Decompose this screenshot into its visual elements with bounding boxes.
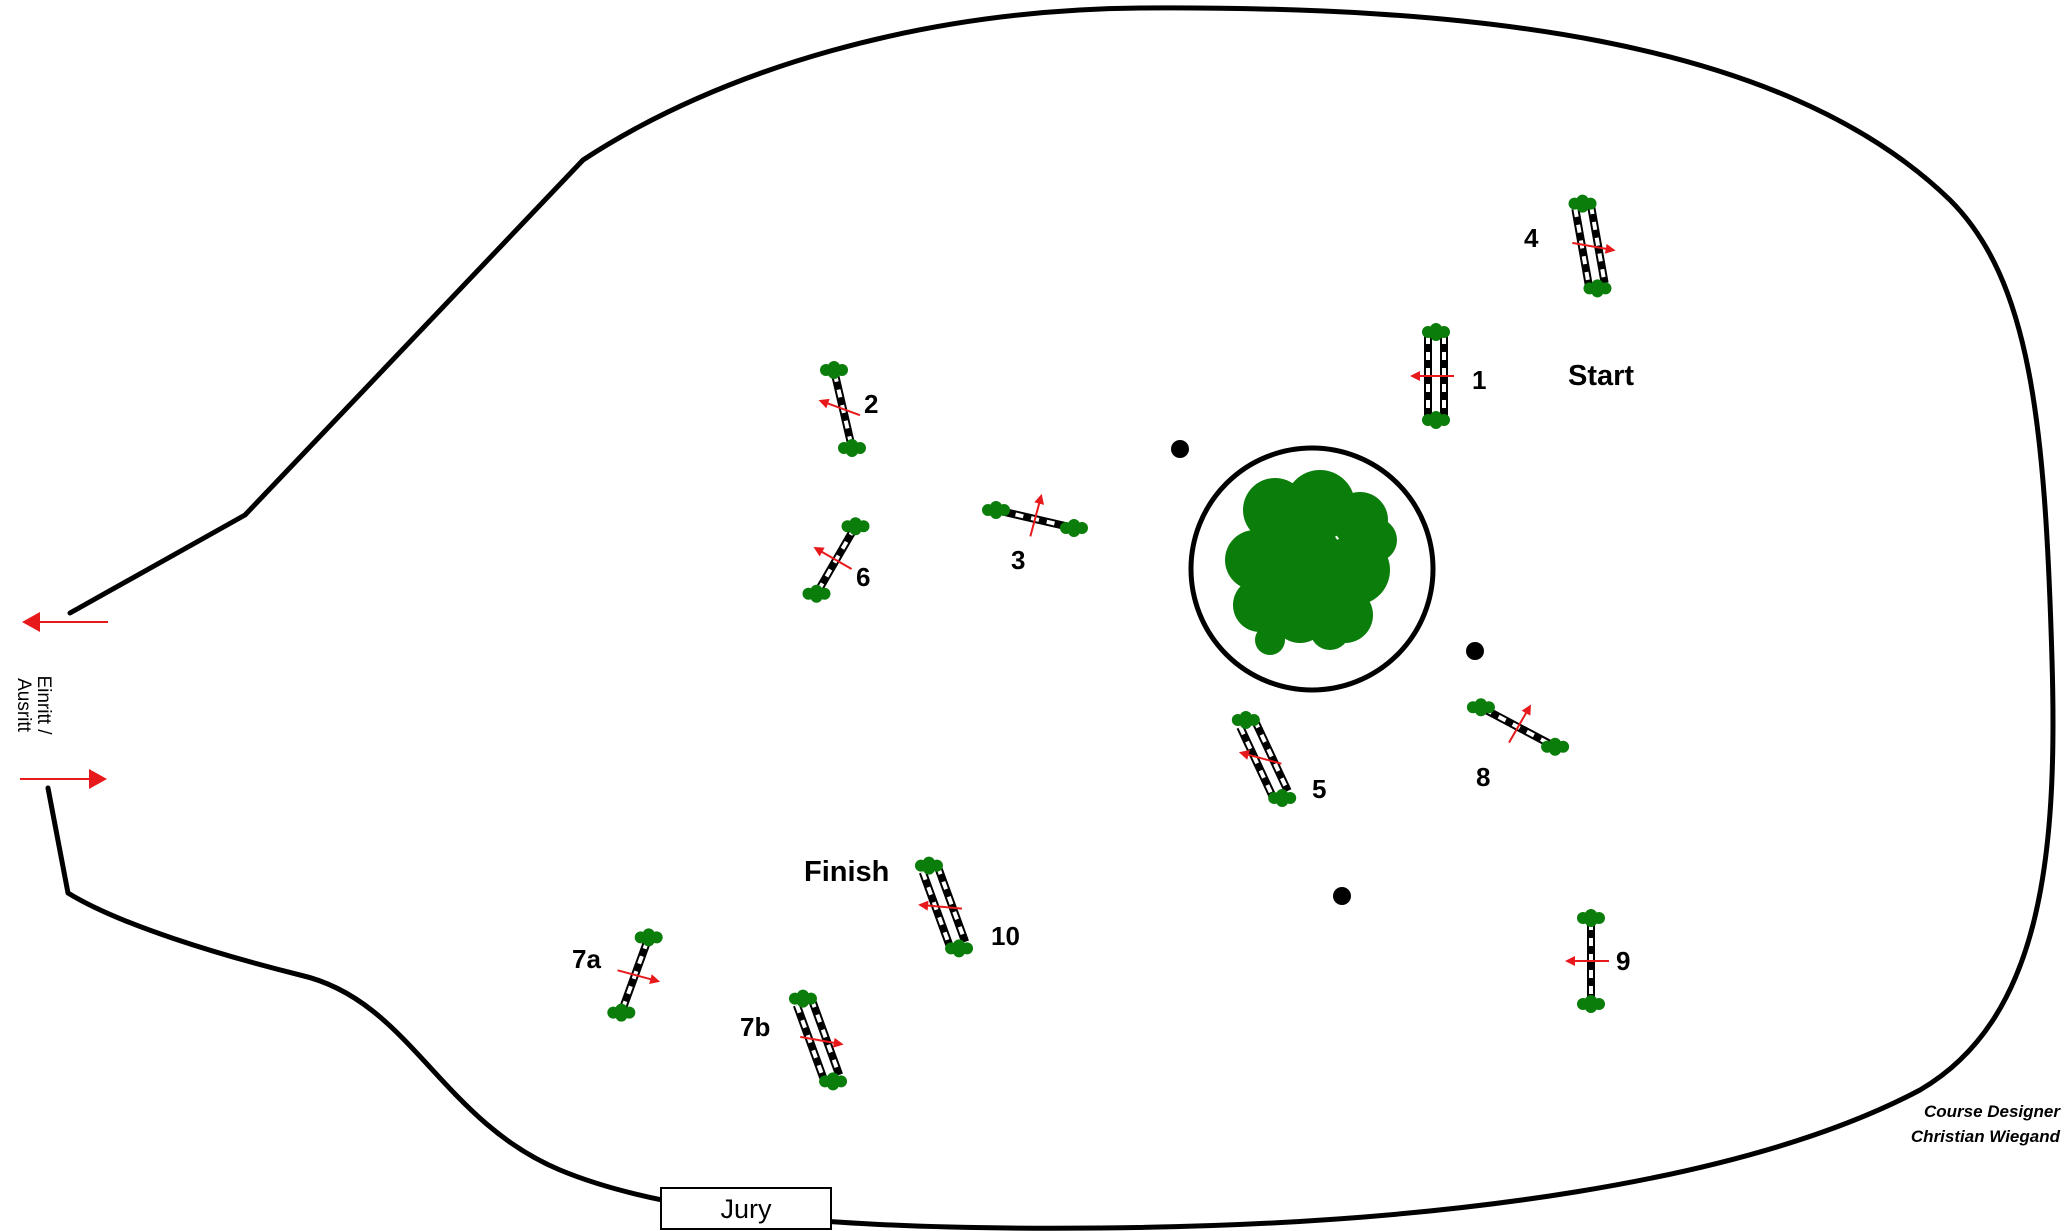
tree-icon: [1225, 470, 1397, 655]
jump-7a-vertical: [607, 928, 663, 1022]
jump-7b-oxer: [788, 989, 848, 1091]
designer-title: Course Designer: [1924, 1102, 2061, 1121]
entrance-arrow: [20, 769, 107, 789]
jump-2-vertical: [818, 361, 866, 457]
obstacle-label: 5: [1312, 774, 1326, 804]
obstacle-label: 6: [856, 562, 870, 592]
designer-name: Christian Wiegand: [1911, 1127, 2061, 1146]
jump-8-vertical: [1466, 698, 1570, 756]
obstacle-layer: [607, 194, 1616, 1091]
jump-6-vertical: [802, 517, 870, 603]
exit-arrow: [22, 612, 108, 632]
obstacle-label: 8: [1476, 762, 1490, 792]
obstacle-label: 2: [864, 389, 878, 419]
marker-dot: [1171, 440, 1189, 458]
marker-dot: [1466, 642, 1484, 660]
obstacle-label: 4: [1524, 223, 1539, 253]
gate-label: Einritt /Ausritt: [13, 675, 54, 735]
obstacle-label: 9: [1616, 946, 1630, 976]
obstacle-label: 1: [1472, 365, 1486, 395]
obstacle-label: 10: [991, 921, 1020, 951]
obstacle-label: 7b: [740, 1012, 770, 1042]
start-label: Start: [1568, 360, 1634, 392]
jump-3-vertical: [982, 493, 1088, 537]
arena-boundary: [45, 5, 2056, 1231]
jury-box: Jury: [660, 1187, 832, 1230]
obstacle-label: 3: [1011, 545, 1025, 575]
jump-5-oxer: [1231, 711, 1297, 807]
jump-10-oxer: [914, 856, 974, 958]
finish-label: Finish: [804, 856, 889, 888]
jump-4-oxer: [1568, 194, 1616, 298]
jury-label: Jury: [720, 1194, 772, 1224]
jump-1-oxer: [1410, 323, 1454, 429]
jump-9-vertical: [1565, 909, 1609, 1013]
tree-island: [1188, 445, 1436, 693]
marker-dot: [1333, 887, 1351, 905]
obstacle-label: 7a: [572, 944, 601, 974]
